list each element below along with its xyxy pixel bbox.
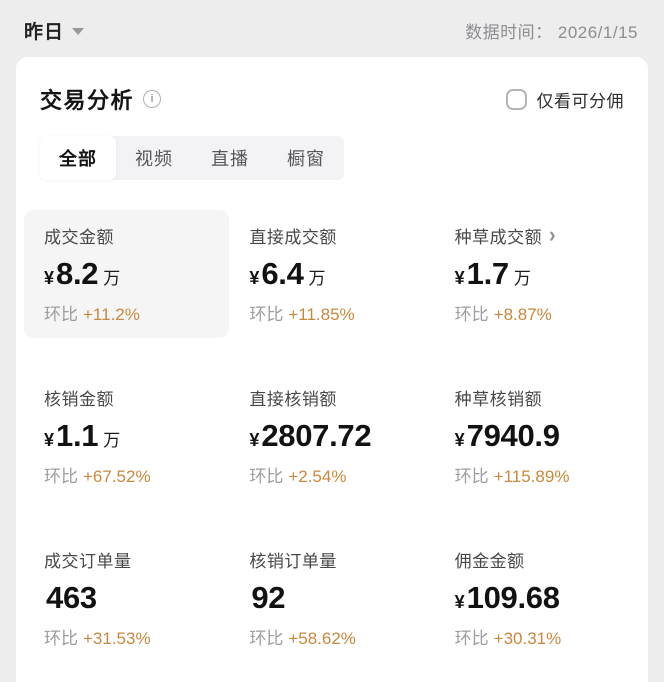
metric-value: ¥6.4 万 — [249, 256, 326, 291]
date-filter-label: 昨日 — [24, 22, 65, 43]
tab-showcase[interactable]: 橱窗 — [287, 149, 325, 169]
metric-label: 种草成交额 › — [454, 223, 556, 248]
date-filter-dropdown[interactable]: 昨日 — [24, 17, 85, 44]
currency-symbol: ¥ — [454, 592, 465, 612]
metric-value: 92 — [251, 580, 286, 615]
metric-card-direct-gmv[interactable]: 直接成交额 ¥6.4 万 环比 +11.85% — [229, 210, 434, 338]
tab-live[interactable]: 直播 — [211, 149, 249, 169]
metric-label: 佣金金额 — [454, 552, 525, 571]
unit-label: 万 — [103, 269, 121, 288]
tab-video[interactable]: 视频 — [135, 149, 173, 169]
currency-symbol: ¥ — [249, 268, 260, 288]
metrics-grid: 成交金额 ¥8.2 万 环比 +11.2% 直接成交额 ¥6.4 万 环比 +11.85… — [24, 210, 640, 662]
currency-symbol: ¥ — [44, 268, 55, 288]
metric-label: 核销订单量 — [249, 552, 337, 571]
metric-card-gmv[interactable]: 成交金额 ¥8.2 万 环比 +11.2% — [24, 210, 230, 338]
currency-symbol: ¥ — [454, 268, 465, 288]
metric-label: 成交订单量 — [44, 552, 132, 571]
metric-label: 成交金额 — [44, 228, 114, 247]
metric-card-seeding-redeemed[interactable]: 种草核销额 ¥7940.9 环比 +115.89% — [435, 372, 640, 500]
metric-trend: 环比 +115.89% — [454, 467, 570, 486]
currency-symbol: ¥ — [249, 430, 260, 450]
metric-card-order-count[interactable]: 成交订单量 463 环比 +31.53% — [24, 534, 229, 662]
caret-down-icon — [72, 28, 85, 35]
card-header: 交易分析 i 仅看可分佣 — [24, 83, 640, 115]
tab-all[interactable]: 全部 — [40, 136, 116, 180]
info-icon[interactable]: i — [143, 90, 162, 108]
metric-value: ¥7940.9 — [454, 418, 560, 453]
metric-card-redeemed-amount[interactable]: 核销金额 ¥1.1 万 环比 +67.52% — [24, 372, 229, 500]
metric-label: 直接核销额 — [249, 390, 337, 409]
metric-trend: 环比 +11.85% — [249, 305, 355, 324]
title-wrap: 交易分析 i — [40, 83, 162, 115]
metric-trend: 环比 +30.31% — [454, 629, 562, 648]
transaction-analysis-card: 交易分析 i 仅看可分佣 全部 视频 直播 橱窗 成交金额 ¥8.2 万 环比 +1… — [16, 57, 648, 682]
commission-filter-label: 仅看可分佣 — [536, 91, 624, 111]
metric-card-seeding-gmv[interactable]: 种草成交额 › ¥1.7 万 环比 +8.87% — [435, 210, 640, 338]
chevron-right-icon[interactable]: › — [549, 223, 556, 248]
metric-label: 种草核销额 — [454, 390, 543, 409]
metric-card-commission[interactable]: 佣金金额 ¥109.68 环比 +30.31% — [435, 534, 640, 662]
metric-trend: 环比 +8.87% — [454, 305, 552, 324]
metric-trend: 环比 +67.52% — [44, 467, 151, 486]
unit-label: 万 — [103, 431, 121, 450]
metric-value: ¥2807.72 — [249, 418, 372, 453]
commission-filter-checkbox[interactable] — [505, 88, 527, 110]
metric-trend: 环比 +11.2% — [44, 305, 140, 324]
metric-trend: 环比 +58.62% — [249, 629, 356, 648]
top-bar: 昨日 数据时间： 2026/1/15 — [0, 0, 664, 57]
channel-tabs: 全部 视频 直播 橱窗 — [40, 136, 344, 180]
metric-trend: 环比 +31.53% — [44, 629, 151, 648]
metric-card-direct-redeemed[interactable]: 直接核销额 ¥2807.72 环比 +2.54% — [229, 372, 434, 500]
metric-trend: 环比 +2.54% — [249, 467, 347, 486]
metric-value: 463 — [46, 580, 97, 615]
metric-label: 直接成交额 — [249, 228, 337, 247]
metric-value: ¥1.7 万 — [454, 256, 531, 291]
page-title: 交易分析 — [40, 88, 135, 113]
currency-symbol: ¥ — [454, 430, 465, 450]
unit-label: 万 — [308, 269, 326, 288]
metric-value: ¥8.2 万 — [44, 256, 121, 291]
data-time-label: 数据时间： 2026/1/15 — [465, 23, 638, 42]
commission-filter[interactable]: 仅看可分佣 — [505, 87, 625, 112]
metric-value: ¥1.1 万 — [44, 418, 121, 453]
metric-card-redeemed-orders[interactable]: 核销订单量 92 环比 +58.62% — [229, 534, 434, 662]
unit-label: 万 — [513, 269, 531, 288]
metric-value: ¥109.68 — [454, 580, 560, 615]
metric-label: 核销金额 — [44, 390, 114, 409]
currency-symbol: ¥ — [44, 430, 55, 450]
